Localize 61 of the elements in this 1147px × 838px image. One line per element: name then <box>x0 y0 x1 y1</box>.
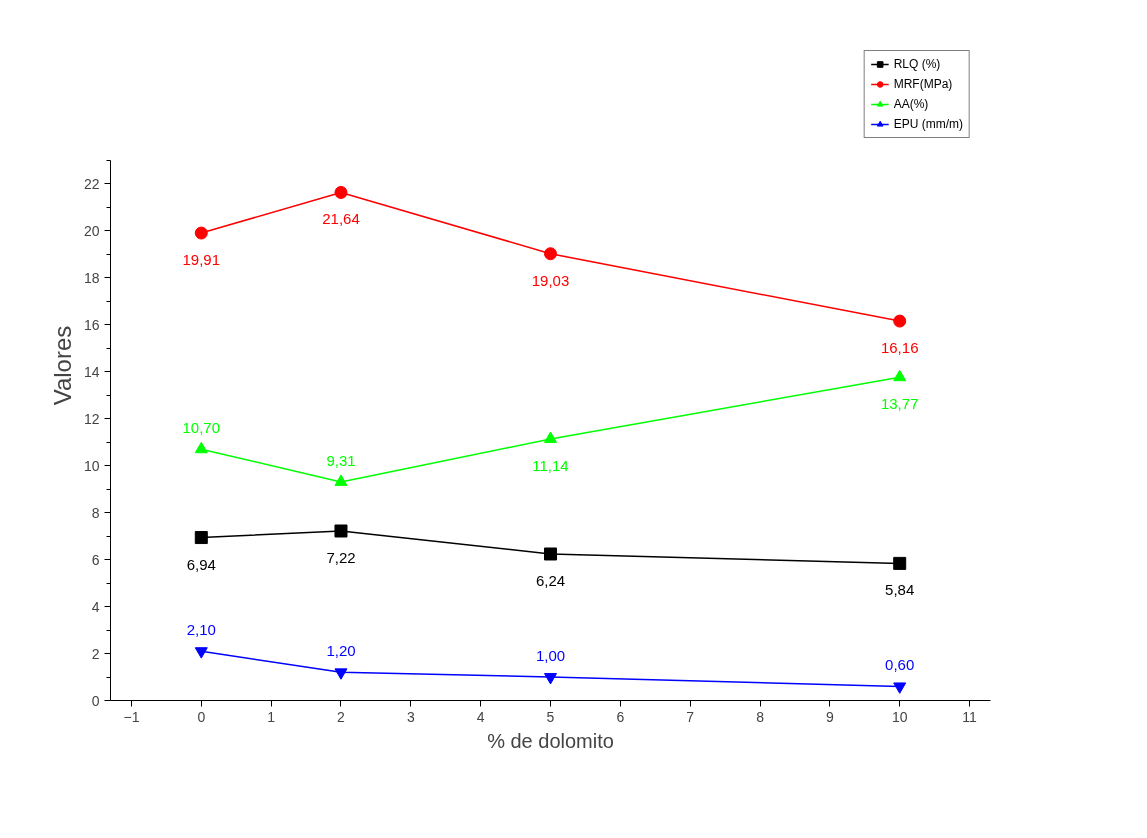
legend-label: EPU (mm/m) <box>893 117 963 131</box>
point <box>194 647 208 659</box>
x-tick-label: 10 <box>891 708 908 725</box>
point <box>544 673 557 685</box>
y-tick-label: 10 <box>83 457 100 474</box>
x-tick-label: −1 <box>123 708 140 725</box>
data-label: 2,10 <box>186 621 216 639</box>
data-label: 19,91 <box>182 251 221 269</box>
y-tick-label: 0 <box>91 692 100 709</box>
point <box>893 314 907 328</box>
data-label: 1,00 <box>535 647 566 665</box>
data-label: 6,94 <box>186 555 216 573</box>
data-label: 11,14 <box>532 456 569 474</box>
y-tick-label: 22 <box>83 175 100 192</box>
point <box>194 441 208 454</box>
x-tick-label: 7 <box>686 708 695 725</box>
data-label: 5,84 <box>885 581 915 599</box>
data-label: 0,60 <box>885 656 915 674</box>
point <box>544 547 557 561</box>
point <box>893 369 907 382</box>
y-tick-label: 14 <box>83 363 100 380</box>
data-label: 6,24 <box>535 572 566 589</box>
data-label: 21,64 <box>322 210 360 228</box>
data-label: 13,77 <box>880 395 919 413</box>
x-tick-label: 1 <box>267 708 276 725</box>
legend-label: RLQ (%) <box>893 57 941 71</box>
y-tick-label: 20 <box>83 222 100 239</box>
y-tick-label: 16 <box>83 316 100 333</box>
y-axis-title: Valores <box>48 325 76 406</box>
point <box>334 185 348 199</box>
point <box>893 682 907 694</box>
y-tick-label: 2 <box>91 645 100 662</box>
point <box>544 247 557 261</box>
legend-label: AA(%) <box>893 97 929 111</box>
data-label: 9,31 <box>326 451 356 469</box>
x-tick-label: 2 <box>337 708 346 725</box>
data-label: 16,16 <box>880 339 919 357</box>
x-tick-label: 4 <box>476 708 485 725</box>
data-label: 1,20 <box>326 642 356 660</box>
y-tick-label: 8 <box>91 504 100 521</box>
x-tick-label: 8 <box>756 708 765 725</box>
y-tick-label: 4 <box>91 598 100 615</box>
point <box>194 531 208 545</box>
point <box>334 524 348 538</box>
data-label: 19,03 <box>531 271 570 289</box>
y-tick-label: 18 <box>83 269 100 286</box>
x-tick-label: 3 <box>406 708 415 725</box>
point <box>893 556 907 570</box>
point <box>334 668 348 680</box>
data-label: 7,22 <box>326 548 356 566</box>
x-tick-label: 11 <box>962 708 978 725</box>
legend-label: MRF(MPa) <box>893 77 953 91</box>
y-tick-label: 6 <box>91 551 100 568</box>
data-label: 10,70 <box>182 419 221 437</box>
x-tick-label: 5 <box>546 708 555 725</box>
x-tick-label: 6 <box>616 708 625 725</box>
x-axis-title: % de dolomito <box>487 729 614 752</box>
y-tick-label: 12 <box>83 410 100 427</box>
point <box>194 226 208 240</box>
x-tick-label: 9 <box>825 708 834 725</box>
x-tick-label: 0 <box>197 708 206 725</box>
